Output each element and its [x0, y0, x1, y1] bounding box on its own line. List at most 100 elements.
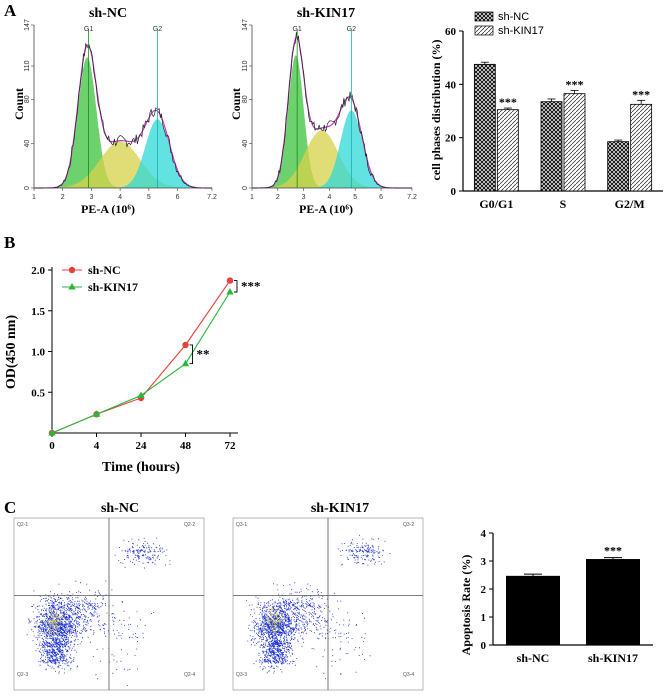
panel-label-b: B [4, 233, 15, 252]
dense-core-dots [42, 607, 66, 635]
flow-title: sh-KIN17 [297, 6, 355, 21]
x-tick-label: G2/M [615, 197, 645, 211]
x-tick-label: 4 [94, 440, 100, 452]
fit-curve [33, 44, 213, 189]
flow-title: sh-NC [89, 6, 127, 21]
x-tick-label: 7.2 [207, 194, 217, 201]
x-tick-label: 1 [32, 194, 36, 201]
significance-label: *** [632, 87, 650, 101]
flow-histogram-shNC: sh-NC Count PE-A (10⁶) G1 G2 1 2 3 4 5 6 7.2 0 40 8… [12, 6, 217, 216]
y-axis-label: Count [12, 88, 26, 120]
apoptosis-scatter-shKIN17: sh-KIN17 Q3-1 Q3-2 Q3-3 Q3-4 [232, 501, 424, 691]
y-tick-label: 40 [24, 140, 31, 148]
significance-label: *** [604, 544, 622, 558]
x-tick-label: sh-NC [517, 651, 550, 665]
peak-g0g1 [34, 57, 212, 188]
x-axis-label: Time (hours) [102, 460, 180, 475]
quadrant-label: Q3-4 [403, 672, 414, 678]
y-tick-label: 20 [445, 133, 457, 145]
point-sh-KIN17 [137, 391, 145, 399]
point-sh-KIN17 [48, 429, 56, 436]
cell-phase-bar-chart: cell phases distribution (%) 0 20 40 60 *** G… [429, 11, 663, 211]
x-tick-label: 48 [180, 440, 192, 452]
bar-sh-NC [607, 141, 630, 192]
quadrant-label: Q2-2 [184, 522, 195, 528]
x-tick-label: 1 [250, 194, 254, 201]
y-tick-label: 80 [24, 95, 31, 103]
x-tick-label: S [560, 197, 567, 211]
legend-swatch [474, 11, 494, 22]
x-tick-label: 72 [225, 440, 237, 452]
bar-sh-KIN17 [563, 93, 586, 192]
y-tick-label: 40 [242, 140, 249, 148]
gate-label: G2 [153, 26, 162, 33]
scatter-title: sh-KIN17 [311, 501, 369, 516]
x-tick-label: 4 [327, 194, 331, 201]
legend-marker [68, 283, 76, 290]
quadrant-label: Q3-1 [236, 522, 247, 528]
x-tick-label: 24 [136, 440, 148, 452]
y-tick-label: 110 [242, 60, 249, 71]
point-sh-NC [226, 277, 234, 284]
quadrant-label: Q3-2 [403, 522, 414, 528]
y-tick-label: 0 [451, 186, 457, 198]
od-growth-line-chart: OD(450 nm) Time (hours) 0.5 1.0 1.5 2.0 0 4 24… [4, 263, 261, 475]
y-tick-label: 2 [481, 584, 487, 596]
x-tick-label: 6 [379, 194, 383, 201]
significance-label: *** [566, 77, 584, 91]
quadrant-label: Q2-4 [184, 672, 195, 678]
event-dots [246, 534, 391, 680]
bar-sh-NC [473, 63, 496, 192]
y-tick-label: 2.0 [31, 265, 45, 277]
legend-label: sh-KIN17 [88, 280, 138, 294]
series-line-sh-KIN17 [51, 291, 231, 434]
peak-g0g1 [252, 54, 412, 188]
y-tick-label: 0 [481, 640, 487, 652]
y-tick-label: 40 [445, 79, 457, 91]
x-axis-label: PE-A (10⁶) [299, 202, 353, 216]
y-axis-label: Count [229, 88, 243, 120]
x-tick-label: 4 [118, 194, 122, 201]
quadrant-label: Q2-3 [17, 672, 28, 678]
significance-label: *** [241, 278, 261, 293]
significance-bracket [234, 280, 238, 293]
legend-swatch [474, 25, 494, 36]
x-tick-label: 2 [61, 194, 65, 201]
y-axis-label: cell phases distribution (%) [429, 39, 443, 180]
legend-marker [68, 266, 76, 274]
peak-g2m [252, 110, 412, 188]
y-tick-label: 80 [242, 95, 249, 103]
x-tick-label: 0 [49, 440, 55, 452]
x-axis-label: PE-A (10⁶) [81, 202, 135, 216]
apoptosis-rate-bar-chart: Apoptosis Rate (%) 0 1 2 3 4 sh-NC *** sh-KIN17 [459, 528, 653, 665]
gate-label: G2 [347, 26, 356, 33]
y-tick-label: 1.0 [31, 347, 45, 359]
y-tick-label: 0.5 [31, 387, 45, 399]
panel-label-a: A [4, 1, 17, 20]
quadrant-label: Q3-3 [236, 672, 247, 678]
legend-label: sh-NC [498, 11, 529, 23]
y-tick-label: 3 [481, 556, 487, 568]
event-dots [26, 537, 171, 686]
x-tick-label: G0/G1 [479, 197, 513, 211]
legend-label: sh-NC [88, 263, 121, 277]
x-tick-label: 2 [276, 194, 280, 201]
quadrant-label: Q2-1 [17, 522, 28, 528]
significance-label: *** [499, 95, 517, 109]
bar-sh-NC [540, 101, 563, 192]
flow-histogram-shKIN17: sh-KIN17 Count PE-A (10⁶) G1 G2 1 2 3 4 5 6 7.2 0… [229, 6, 417, 216]
y-tick-label: 110 [24, 60, 31, 71]
point-sh-KIN17 [92, 410, 101, 417]
y-tick-label: 147 [24, 19, 31, 31]
point-sh-KIN17 [226, 288, 234, 295]
y-tick-label: 4 [481, 528, 487, 540]
raw-histogram [33, 42, 212, 189]
bar-sh-KIN17 [630, 103, 653, 192]
y-tick-label: 0 [24, 186, 31, 190]
bar-sh-KIN17 [496, 109, 519, 192]
x-tick-label: 7.2 [407, 194, 417, 201]
y-tick-label: 147 [242, 19, 249, 31]
peak-g2m [34, 119, 212, 188]
point-sh-KIN17 [181, 359, 190, 367]
significance-bracket [189, 344, 193, 365]
